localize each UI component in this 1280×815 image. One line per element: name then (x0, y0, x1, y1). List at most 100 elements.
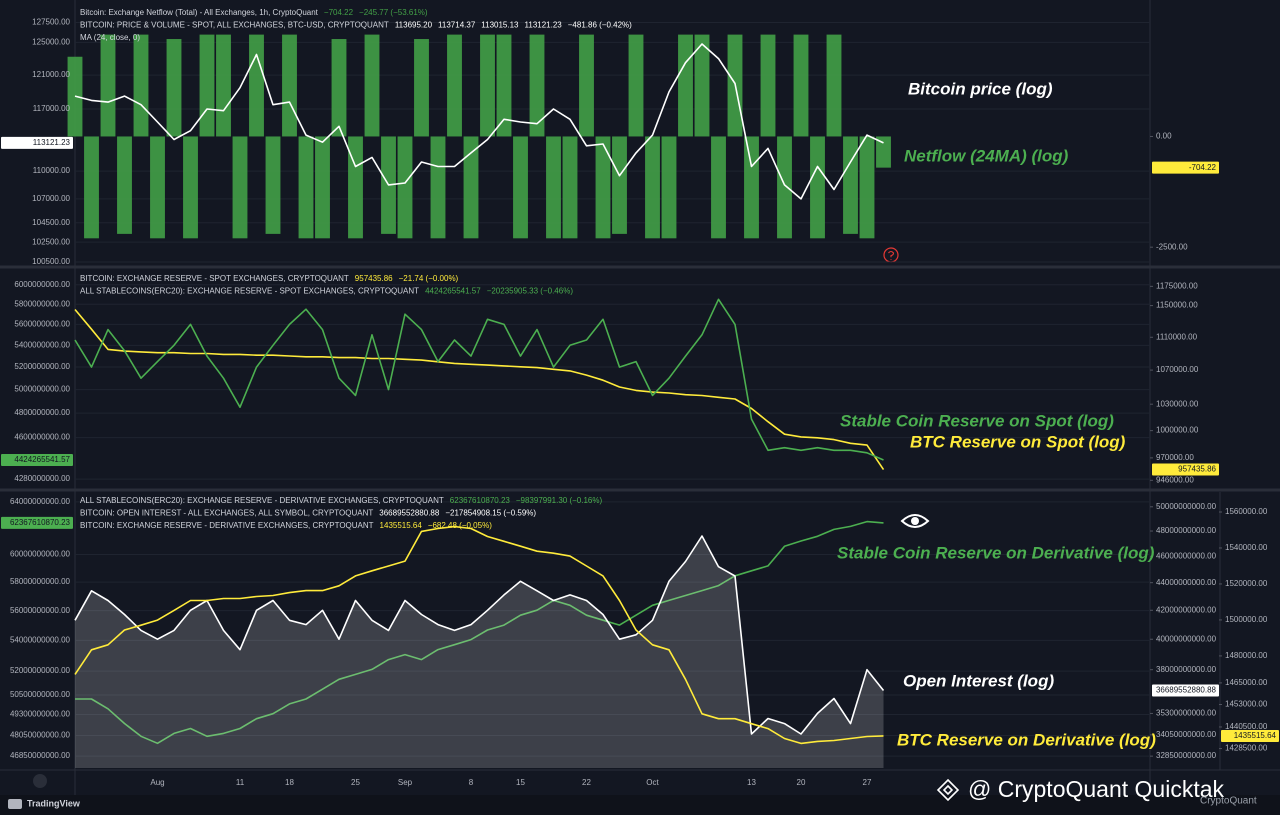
legend-name: BITCOIN: OPEN INTEREST - ALL EXCHANGES, … (80, 509, 373, 518)
y2-tick-label: 46000000000.00 (1156, 551, 1217, 560)
series-line (75, 520, 884, 745)
netflow-bar (744, 136, 759, 239)
netflow-bar (150, 136, 165, 239)
netflow-bar (282, 34, 297, 137)
y2-tick-label: 1110000.00 (1156, 332, 1198, 341)
x-tick-label: 22 (582, 778, 591, 787)
legend-value: 36689552880.88 (379, 509, 440, 518)
y-tick-label: 125000.00 (32, 37, 70, 46)
y-tick-label: 52000000000.00 (10, 666, 71, 675)
legend-name: Bitcoin: Exchange Netflow (Total) - All … (80, 8, 319, 17)
last-value-label: 62367610870.23 (10, 518, 71, 527)
last-value-label: 4424265541.57 (14, 455, 70, 464)
legend-indicator: MA (24, close, 0) (80, 33, 140, 42)
netflow-bar (397, 136, 413, 239)
y-tick-label: 107000.00 (32, 194, 70, 203)
legend-value: 113015.13 (481, 21, 519, 30)
y2-tick-label: -2500.00 (1156, 242, 1188, 251)
legend-value: −98397991.30 (−0.16%) (516, 496, 603, 505)
legend-value: −704.22 (324, 8, 354, 17)
legend-name: BITCOIN: PRICE & VOLUME - SPOT, ALL EXCH… (80, 21, 389, 30)
y2-tick-label: 1000000.00 (1156, 426, 1199, 435)
netflow-bar (298, 136, 314, 239)
legend-value: 113714.37 (438, 21, 476, 30)
zoom-button[interactable] (33, 774, 47, 788)
legend-entry: ALL STABLECOINS(ERC20): EXCHANGE RESERVE… (80, 496, 602, 505)
x-tick-label: 18 (285, 778, 294, 787)
legend-entry: BITCOIN: EXCHANGE RESERVE - DERIVATIVE E… (80, 521, 492, 530)
legend-value: −217854908.15 (−0.59%) (445, 509, 536, 518)
annotation: Open Interest (log) (903, 671, 1054, 690)
legend-name: BITCOIN: EXCHANGE RESERVE - SPOT EXCHANG… (80, 274, 349, 283)
netflow-bar (414, 39, 429, 137)
y-tick-label: 5200000000.00 (14, 362, 70, 371)
eye-icon[interactable] (900, 514, 930, 528)
netflow-bar (628, 34, 644, 137)
y-tick-label: 49300000000.00 (10, 710, 71, 719)
legend-name: ALL STABLECOINS(ERC20): EXCHANGE RESERVE… (80, 496, 444, 505)
netflow-bar (199, 34, 215, 137)
last-value-box (1152, 684, 1219, 697)
y2-tick-label: 40000000000.00 (1156, 634, 1217, 643)
y2-tick-label: 38000000000.00 (1156, 665, 1217, 674)
y-tick-label: 110000.00 (33, 166, 71, 175)
y3-tick-label: 1520000.00 (1225, 579, 1268, 588)
y3-tick-label: 1465000.00 (1225, 678, 1268, 687)
netflow-bar (612, 136, 627, 234)
y2-tick-label: 32850000000.00 (1156, 751, 1217, 760)
y-tick-label: 4600000000.00 (14, 433, 70, 442)
legend-entry: Bitcoin: Exchange Netflow (Total) - All … (80, 8, 428, 17)
x-tick-label: 27 (863, 778, 872, 787)
series-line (74, 43, 884, 200)
eye-pupil (911, 517, 919, 525)
pane (67, 21, 1150, 263)
netflow-bar (529, 34, 545, 137)
netflow-bar (579, 34, 594, 137)
last-value-label: 113121.23 (33, 138, 71, 147)
y2-tick-label: 48000000000.00 (1156, 526, 1217, 535)
x-tick-label: Aug (150, 778, 164, 787)
y2-tick-label: 970000.00 (1156, 453, 1194, 462)
annotation: Netflow (24MA) (log) (904, 146, 1069, 165)
pane (74, 501, 1150, 768)
y-tick-label: 50500000000.00 (10, 690, 71, 699)
legend-value: 62367610870.23 (450, 496, 511, 505)
y-tick-label: 64000000000.00 (10, 497, 71, 506)
y-tick-label: 104500.00 (32, 218, 70, 227)
watermark-logo: CryptoQuant (1200, 796, 1257, 807)
netflow-bar (430, 136, 446, 239)
netflow-bar (496, 34, 512, 137)
pane (74, 284, 1150, 480)
netflow-bar (678, 34, 693, 137)
netflow-bar (480, 34, 495, 137)
y-tick-label: 127500.00 (32, 18, 70, 27)
y3-tick-label: 1440500.00 (1225, 722, 1268, 731)
legend-entry: BITCOIN: OPEN INTEREST - ALL EXCHANGES, … (80, 509, 536, 518)
watermark-icon (936, 778, 960, 802)
y2-tick-label: 1175000.00 (1156, 281, 1198, 290)
legend-value: −20235905.33 (−0.46%) (487, 287, 574, 296)
last-value-box (1221, 729, 1279, 742)
netflow-bar (100, 34, 116, 137)
annotation: Bitcoin price (log) (908, 79, 1053, 98)
y2-tick-label: 42000000000.00 (1156, 605, 1217, 614)
last-value-label: -704.22 (1189, 163, 1217, 172)
y-tick-label: 58000000000.00 (10, 577, 71, 586)
netflow-bar (859, 136, 875, 239)
y-tick-label: 54000000000.00 (10, 635, 71, 644)
annotation: BTC Reserve on Spot (log) (910, 432, 1126, 451)
y-tick-label: 4800000000.00 (14, 408, 70, 417)
netflow-bar (166, 39, 182, 137)
y-tick-label: 60000000000.00 (10, 550, 71, 559)
netflow-bar (777, 136, 792, 239)
netflow-bar (364, 34, 380, 137)
last-value-box (1152, 161, 1219, 174)
netflow-bar (711, 136, 726, 239)
netflow-bar (348, 136, 363, 239)
series-line (74, 298, 884, 461)
y-tick-label: 121000.00 (32, 70, 70, 79)
y2-tick-label: 44000000000.00 (1156, 578, 1217, 587)
x-tick-label: 20 (797, 778, 806, 787)
x-tick-label: 11 (236, 778, 245, 787)
